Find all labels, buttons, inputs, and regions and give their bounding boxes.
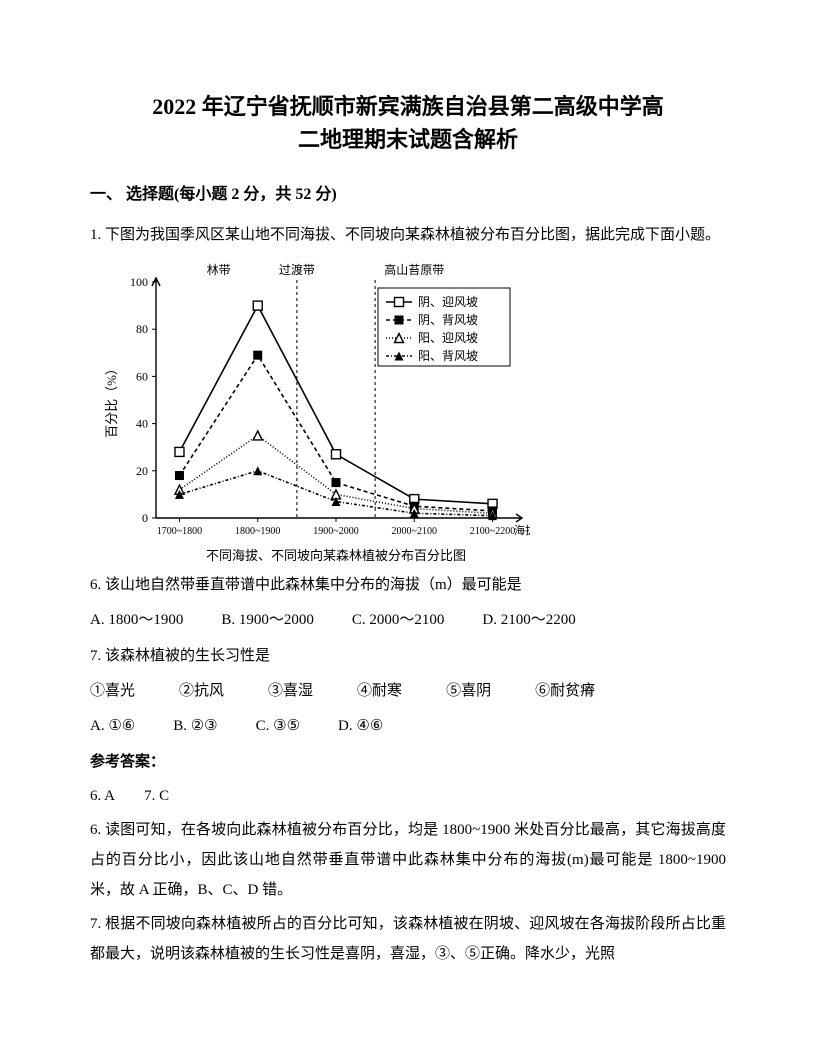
q6-option-b: B. 1900～2000 xyxy=(221,604,314,637)
svg-text:不同海拔、不同坡向某森林植被分布百分比图: 不同海拔、不同坡向某森林植被分布百分比图 xyxy=(206,548,466,563)
section-heading: 一、 选择题(每小题 2 分，共 52 分) xyxy=(90,180,726,204)
question-7-items: ①喜光 ②抗风 ③喜湿 ④耐寒 ⑤喜阴 ⑥耐贫瘠 xyxy=(90,675,726,708)
svg-text:1800~1900: 1800~1900 xyxy=(235,526,280,537)
q7-option-b: B. ②③ xyxy=(173,710,217,743)
svg-text:20: 20 xyxy=(136,464,148,478)
question-1-intro: 1. 下图为我国季风区某山地不同海拔、不同坡向某森林植被分布百分比图，据此完成下… xyxy=(90,220,726,250)
explanation-6: 6. 读图可知，在各坡向此森林植被分布百分比，均是 1800~1900 米处百分… xyxy=(90,815,726,905)
q6-option-d: D. 2100～2200 xyxy=(482,604,575,637)
svg-text:林带: 林带 xyxy=(207,263,231,277)
svg-text:高山苔原带: 高山苔原带 xyxy=(384,262,444,277)
question-6-text: 6. 该山地自然带垂直带谱中此森林集中分布的海拔（m）最可能是 xyxy=(90,570,726,600)
answer-heading: 参考答案： xyxy=(90,747,726,777)
title-line-2: 二地理期末试题含解析 xyxy=(298,127,518,152)
svg-text:0: 0 xyxy=(142,511,148,525)
q7-item-1: ①喜光 xyxy=(90,675,135,708)
q7-item-6: ⑥耐贫瘠 xyxy=(535,675,595,708)
svg-text:阴、迎风坡: 阴、迎风坡 xyxy=(418,295,478,309)
svg-text:80: 80 xyxy=(136,322,148,336)
q7-option-c: C. ③⑤ xyxy=(256,710,300,743)
q7-option-d: D. ④⑥ xyxy=(338,710,383,743)
explanation-7: 7. 根据不同坡向森林植被所占的百分比可知，该森林植被在阴坡、迎风坡在各海拔阶段… xyxy=(90,909,726,969)
svg-text:阴、背风坡: 阴、背风坡 xyxy=(418,313,478,327)
page-title: 2022 年辽宁省抚顺市新宾满族自治县第二高级中学高 二地理期末试题含解析 xyxy=(90,90,726,156)
question-7-options: A. ①⑥ B. ②③ C. ③⑤ D. ④⑥ xyxy=(90,710,726,743)
svg-text:过渡带: 过渡带 xyxy=(279,262,315,277)
svg-text:1900~2000: 1900~2000 xyxy=(313,526,358,537)
q7-item-3: ③喜湿 xyxy=(268,675,313,708)
q6-option-a: A. 1800～1900 xyxy=(90,604,183,637)
svg-text:1700~1800: 1700~1800 xyxy=(157,526,202,537)
svg-text:阳、背风坡: 阳、背风坡 xyxy=(418,349,478,363)
svg-text:60: 60 xyxy=(136,369,148,383)
answers-line: 6. A 7. C xyxy=(90,781,726,811)
title-line-1: 2022 年辽宁省抚顺市新宾满族自治县第二高级中学高 xyxy=(152,94,664,119)
question-7-text: 7. 该森林植被的生长习性是 xyxy=(90,641,726,671)
svg-text:100: 100 xyxy=(130,275,148,289)
svg-text:2100~2200: 2100~2200 xyxy=(470,526,515,537)
q7-item-5: ⑤喜阴 xyxy=(446,675,491,708)
svg-text:2000~2100: 2000~2100 xyxy=(392,526,437,537)
svg-text:阳、迎风坡: 阳、迎风坡 xyxy=(418,331,478,345)
q7-item-4: ④耐寒 xyxy=(357,675,402,708)
chart-figure: 0 20 40 60 80 100 百分比（%） 1700~1800 1800~1900 1900… xyxy=(100,256,530,566)
forest-distribution-chart: 0 20 40 60 80 100 百分比（%） 1700~1800 1800~1900 1900… xyxy=(100,256,530,566)
svg-text:百分比（%）: 百分比（%） xyxy=(104,362,119,438)
q7-option-a: A. ①⑥ xyxy=(90,710,135,743)
q7-item-2: ②抗风 xyxy=(179,675,224,708)
page: 2022 年辽宁省抚顺市新宾满族自治县第二高级中学高 二地理期末试题含解析 一、… xyxy=(0,0,816,1056)
svg-text:海拔（m）: 海拔（m） xyxy=(514,523,530,537)
svg-text:40: 40 xyxy=(136,417,148,431)
q6-option-c: C. 2000～2100 xyxy=(352,604,445,637)
question-6-options: A. 1800～1900 B. 1900～2000 C. 2000～2100 D… xyxy=(90,604,726,637)
